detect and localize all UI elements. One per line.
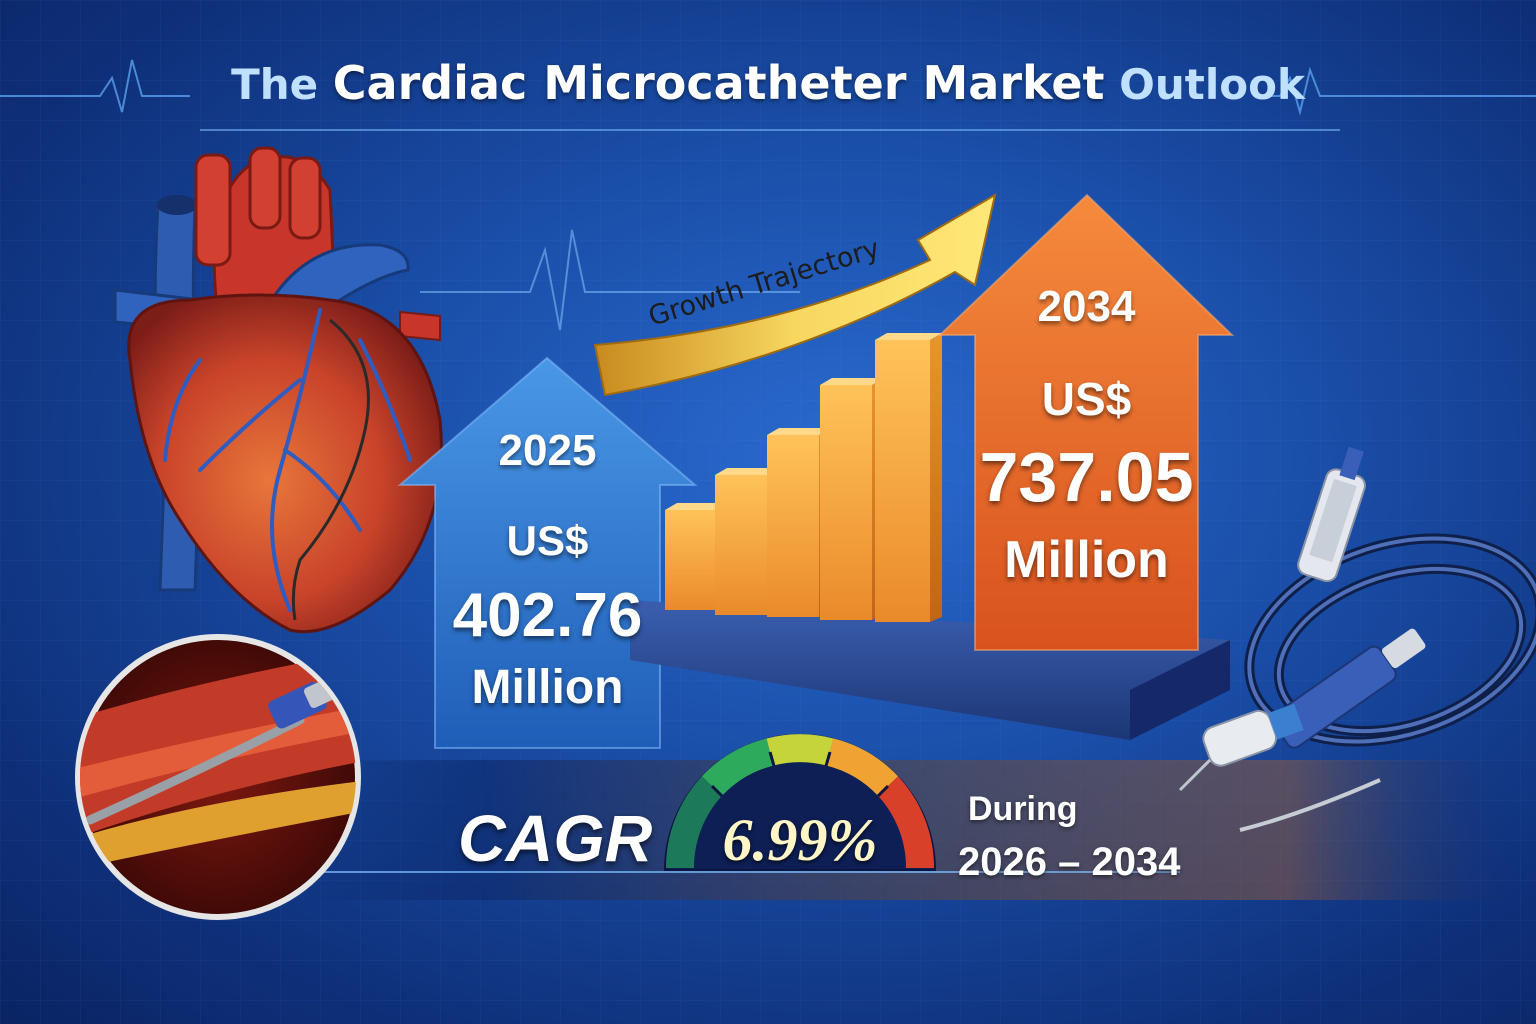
catheter-in-artery-icon — [75, 634, 361, 920]
start-arrow — [397, 356, 698, 749]
start-unit: Million — [471, 661, 624, 714]
growth-bars — [665, 333, 942, 622]
title-part-2: Cardiac Microcatheter Market — [332, 56, 1105, 110]
heart-illustration-icon — [113, 146, 443, 634]
end-value: 737.05 — [979, 438, 1194, 516]
cagr-value: 6.99% — [722, 807, 878, 873]
cagr-period: 2026 – 2034 — [958, 840, 1181, 884]
bar-5 — [875, 333, 942, 622]
end-currency: US$ — [1041, 373, 1132, 425]
heartbeat-line-icon — [0, 59, 1536, 116]
bar-4 — [820, 378, 884, 620]
end-year: 2034 — [1037, 282, 1136, 331]
gauge-icon — [663, 734, 937, 871]
start-currency: US$ — [506, 517, 589, 564]
cagr-period-label: During — [968, 790, 1078, 828]
end-unit: Million — [1004, 531, 1169, 589]
title-part-3: Outlook — [1104, 60, 1305, 109]
page-title: The Cardiac Microcatheter Market Outlook — [0, 56, 1536, 110]
title-part-1: The — [231, 60, 333, 109]
start-value: 402.76 — [452, 581, 643, 650]
heartbeat-line-icon — [420, 229, 800, 331]
growth-trajectory-arrow — [593, 192, 997, 397]
cagr-label: CAGR — [458, 801, 653, 875]
start-year: 2025 — [498, 426, 597, 475]
end-arrow — [937, 193, 1235, 651]
microcatheter-device-icon — [1178, 446, 1536, 832]
